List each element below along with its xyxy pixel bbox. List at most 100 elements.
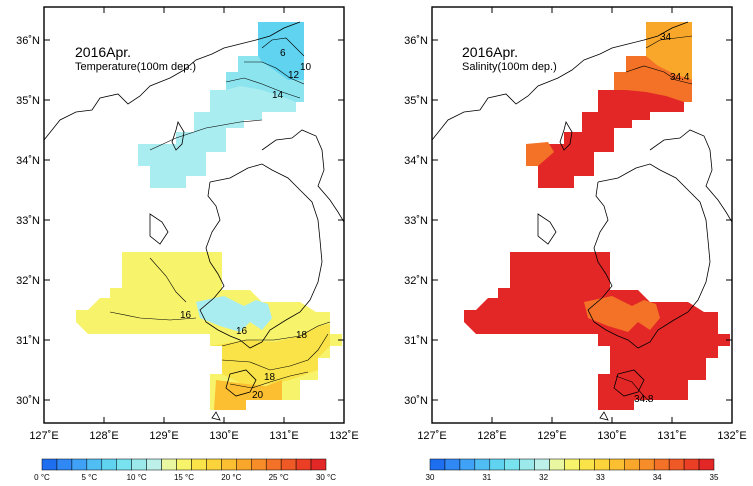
lon-tick-label: 130˚E [209,430,238,442]
lon-tick-label: 129˚E [149,430,178,442]
lat-tick-label: 32˚N [404,275,428,287]
lon-tick-label: 130˚E [597,430,626,442]
colorbar-swatch [236,458,252,471]
colorbar-swatch [534,458,550,471]
colorbar-swatch [564,458,580,471]
temperature-field-south-hot [214,380,282,410]
colorbar-label: 30 [426,473,435,482]
contour-label: 12 [288,70,300,81]
lat-tick-label: 36˚N [404,35,428,47]
colorbar-swatch [639,458,655,471]
salinity-field-south [464,252,730,410]
colorbar-swatch [206,458,222,471]
contour-labels: 34 34.4 34.8 [634,32,690,405]
lat-tick-label: 31˚N [16,335,40,347]
lon-tick-label: 129˚E [537,430,566,442]
colorbar-label: 20 °C [221,473,241,482]
colorbar-swatch [429,458,446,471]
contour-label: 18 [296,330,308,341]
colorbar-swatch [683,458,700,471]
colorbar-label: 31 [482,473,491,482]
colorbar-label: 30 °C [316,473,336,482]
colorbar-swatch [251,458,267,471]
colorbar-swatch [624,458,640,471]
lat-tick-label: 31˚N [404,335,428,347]
lon-tick-label: 132˚E [717,430,746,442]
colorbar-swatch [504,458,520,471]
colorbar-swatch [489,458,505,471]
lon-tick-label: 128˚E [477,430,506,442]
colorbar-swatch [71,458,88,471]
lat-tick-label: 33˚N [16,215,40,227]
colorbar-swatch [474,458,491,471]
lat-tick-label: 30˚N [404,395,428,407]
lon-tick-label: 127˚E [29,430,58,442]
map-subtitle: Salinity(100m dep.) [462,61,557,73]
lat-tick-label: 30˚N [16,395,40,407]
contour-label: 34 [660,32,672,43]
salinity-field-west [526,142,554,166]
contour-label: 16 [236,326,248,337]
colorbar-swatch [280,458,297,471]
colorbar-swatch [86,458,103,471]
colorbar-swatch [56,458,73,471]
salinity-field-north-mid [614,56,692,102]
colorbar-label: 34 [653,473,662,482]
lat-tick-labels: 30˚N 31˚N 32˚N 33˚N 34˚N 35˚N 36˚N [404,35,428,407]
salinity-field-bay [584,296,660,332]
colorbar-label: 15 °C [174,473,194,482]
lat-tick-label: 36˚N [16,35,40,47]
colorbar-swatch [295,458,312,471]
colorbar-swatch [116,458,132,471]
map-frame [431,6,733,424]
lon-tick-label: 128˚E [89,430,118,442]
lon-tick-label: 127˚E [417,430,446,442]
lat-tick-label: 34˚N [404,155,428,167]
coastline [44,21,344,421]
temperature-field-north-mid [226,56,304,102]
colorbar-label: 25 °C [269,473,289,482]
contour-label: 18 [264,372,276,383]
colorbar-swatch [146,458,162,471]
colorbar-swatch [653,458,670,471]
colorbar-swatch [579,458,595,471]
contour-label: 6 [280,48,286,59]
colorbar-swatch [668,458,685,471]
colorbar-swatch [310,458,327,471]
map-subtitle: Temperature(100m dep.) [75,61,197,73]
contour-labels: 6 10 12 14 16 16 18 18 20 [180,48,312,401]
colorbar-swatch [549,458,565,471]
lon-tick-label: 131˚E [269,430,298,442]
colorbar-swatch [444,458,461,471]
isotherms [109,37,331,389]
coastline [432,21,732,421]
axis-ticks [43,7,345,423]
map-title: 2016Apr. [75,44,132,60]
colorbar-label: 0 °C [34,473,50,482]
colorbar-swatch [459,458,476,471]
colorbar-label: 10 °C [127,473,147,482]
contour-label: 34.8 [634,394,654,405]
colorbar-swatch [161,458,177,471]
contour-label: 20 [252,390,264,401]
lon-tick-label: 132˚E [329,430,358,442]
map-frame [43,6,345,424]
contour-label: 16 [180,310,192,321]
colorbar-swatch [176,458,192,471]
colorbar-swatch [221,458,237,471]
colorbar-swatch [265,458,282,471]
lat-tick-label: 34˚N [16,155,40,167]
salinity-panel: 34 34.4 34.8 127˚E 128˚E 129˚E 130˚E 131˚E 13… [376,0,752,486]
temperature-panel: 6 10 12 14 16 16 18 18 20 127˚E 128˚E 129˚… [0,0,376,486]
colorbar-swatch [594,458,610,471]
contour-label: 14 [272,90,284,101]
colorbar-swatch [131,458,147,471]
lat-tick-label: 32˚N [16,275,40,287]
salinity-map: 34 34.4 34.8 127˚E 128˚E 129˚E 130˚E 131˚E 13… [404,6,747,482]
colorbar-swatch [609,458,625,471]
temperature-map: 6 10 12 14 16 16 18 18 20 127˚E 128˚E 129˚… [16,6,359,482]
lon-tick-label: 131˚E [657,430,686,442]
colorbar-swatch [41,458,58,471]
colorbar-label: 35 [710,473,719,482]
salinity-colorbar: 30 31 32 33 34 35 [426,458,719,482]
